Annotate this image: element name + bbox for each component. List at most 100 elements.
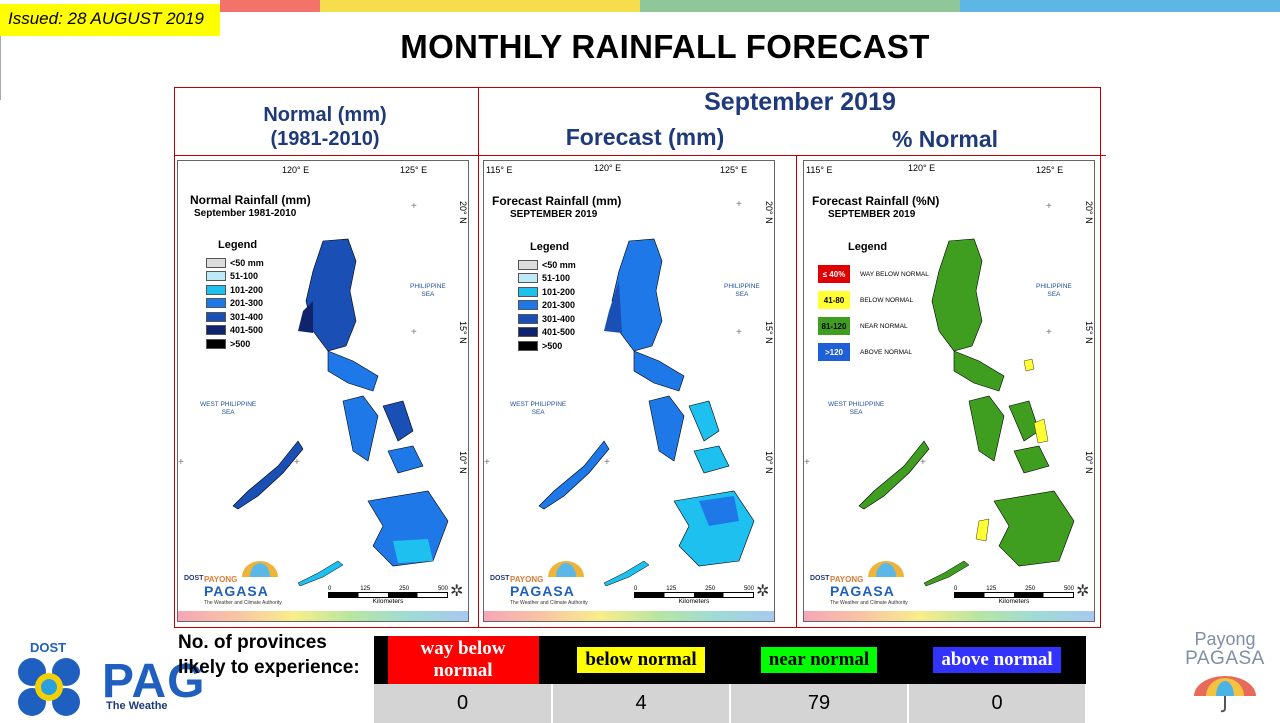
sea-label-philippine: PHILIPPINE SEA xyxy=(724,283,760,299)
payong-pagasa-logo: DOST PAYONG PAGASA The Weather and Clima… xyxy=(810,561,910,611)
legend-label: ABOVE NORMAL xyxy=(860,348,913,356)
legend-label: 401-500 xyxy=(542,327,576,338)
coord-label: 20° N xyxy=(458,201,468,224)
scale-ticks: 0 125 250 500 xyxy=(954,586,1074,592)
corner-logo-line2: PAGASA xyxy=(1185,648,1265,669)
category-label: below normal xyxy=(577,647,705,673)
month-header: September 2019 xyxy=(704,88,896,116)
grid-cross: + xyxy=(411,327,417,338)
pagasa-text: PAG xyxy=(102,655,206,708)
scale-ticks: 0 125 250 500 xyxy=(328,586,448,592)
count-cell: 79 xyxy=(730,684,909,723)
coord-label: 125° E xyxy=(720,165,748,175)
forecast-header: Forecast (mm) xyxy=(565,124,725,150)
mindanao-shape xyxy=(673,490,755,567)
scale-tick: 0 xyxy=(954,586,958,592)
column-divider xyxy=(478,87,479,628)
grid-cross: + xyxy=(1046,201,1052,212)
category-label: above normal xyxy=(933,647,1061,673)
scale-tick: 0 xyxy=(328,586,332,592)
sea-label-text: SEA xyxy=(735,291,749,298)
legend-label: 301-400 xyxy=(230,311,264,322)
table-row: way below normal below normal near norma… xyxy=(374,636,1086,684)
map-normal-graphic xyxy=(232,238,449,587)
legend-item: 301-400 xyxy=(518,312,576,326)
map-scale: 0 125 250 500 Kilometers xyxy=(634,586,754,605)
coord-label: 15° N xyxy=(764,321,774,344)
pagasa-tagline: The Weathe xyxy=(106,700,168,712)
legend-swatch: 41-80 xyxy=(818,291,850,309)
legend-swatch xyxy=(206,325,226,336)
legend-label: 51-100 xyxy=(542,273,571,284)
legend-label: 301-400 xyxy=(542,313,576,324)
scale-bar xyxy=(634,592,754,598)
coord-label: 10° N xyxy=(764,451,774,474)
grid-cross: + xyxy=(604,457,610,468)
map-scale: 0 125 250 500 Kilometers xyxy=(328,586,448,605)
legend-item: 301-400 xyxy=(206,310,264,324)
sea-label-text: WEST PHILIPPINE xyxy=(828,401,885,408)
coord-label: 15° N xyxy=(1084,321,1094,344)
legend-swatch: >120 xyxy=(818,343,850,361)
count-cell: 0 xyxy=(908,684,1087,723)
mindanao-shape xyxy=(367,490,449,567)
top-color-bar xyxy=(220,0,320,12)
visayas-shape xyxy=(648,395,730,474)
map-title: Forecast Rainfall (%N) SEPTEMBER 2019 xyxy=(812,194,939,222)
grid-cross: + xyxy=(484,457,490,468)
compass-icon: ✲ xyxy=(1076,583,1090,600)
logo-tagline: The Weather and Climate Authority xyxy=(204,600,282,606)
normal-header-line2: (1981-2010) xyxy=(270,128,380,150)
legend-item: 101-200 xyxy=(518,285,576,299)
column-divider xyxy=(796,155,797,628)
luzon-shape xyxy=(604,238,685,392)
map-percent-graphic xyxy=(858,238,1075,587)
legend-swatch: 81-120 xyxy=(818,317,850,335)
legend-label: 101-200 xyxy=(230,284,264,295)
top-color-bar xyxy=(640,0,960,12)
scale-tick: 500 xyxy=(743,586,754,592)
map-title-text: Forecast Rainfall (%N) xyxy=(812,194,940,208)
legend-item: 201-300 xyxy=(206,297,264,311)
scale-ticks: 0 125 250 500 xyxy=(634,586,754,592)
scale-unit: Kilometers xyxy=(372,598,404,605)
legend-swatch xyxy=(518,259,538,270)
map-subtitle: SEPTEMBER 2019 xyxy=(510,209,598,220)
normal-header-line1: Normal (mm) xyxy=(263,104,387,126)
legend-swatch xyxy=(206,257,226,268)
legend-label: <50 mm xyxy=(230,257,264,268)
legend-label: BELOW NORMAL xyxy=(860,296,914,304)
normal-rainfall-map: 120° E 125° E 20° N 15° N 10° N Normal R… xyxy=(177,160,469,622)
legend-swatch xyxy=(518,273,538,284)
legend-label: <50 mm xyxy=(542,259,576,270)
normal-header: Normal (mm) (1981-2010) xyxy=(180,103,470,151)
grid-cross: + xyxy=(736,327,742,338)
legend-title: Legend xyxy=(530,241,570,253)
category-label: way below normal xyxy=(387,636,539,684)
scale-tick: 500 xyxy=(437,586,448,592)
logo-tagline: The Weather and Climate Authority xyxy=(510,600,588,606)
category-label: near normal xyxy=(760,647,878,673)
percent-normal-map: 115° E 120° E 125° E 20° N 15° N 10° N F… xyxy=(803,160,1095,622)
map-forecast-graphic xyxy=(538,238,755,587)
umbrella-icon xyxy=(548,561,584,577)
coord-label: 15° N xyxy=(458,321,468,344)
map-subtitle: September 1981-2010 xyxy=(194,208,297,219)
header-frame xyxy=(174,87,1101,628)
coord-label: 115° E xyxy=(486,165,513,175)
sea-label-philippine: PHILIPPINE SEA xyxy=(1036,283,1072,299)
legend-item: 41-80 BELOW NORMAL xyxy=(818,287,929,313)
logo-payong-text: PAYONG xyxy=(510,575,544,584)
visayas-shape xyxy=(342,395,424,474)
dost-text: DOST xyxy=(30,640,67,655)
sulu-islands xyxy=(297,560,344,587)
legend-swatch xyxy=(206,284,226,295)
logo-payong-text: PAYONG xyxy=(204,575,238,584)
province-count-table: way below normal below normal near norma… xyxy=(374,636,1087,723)
grid-cross: + xyxy=(411,201,417,212)
legend-title: Legend xyxy=(848,241,888,253)
map-rainbow-strip xyxy=(178,611,468,621)
header-divider xyxy=(174,155,1106,156)
legend-label: >500 xyxy=(542,340,563,351)
luzon-shape xyxy=(298,238,379,392)
